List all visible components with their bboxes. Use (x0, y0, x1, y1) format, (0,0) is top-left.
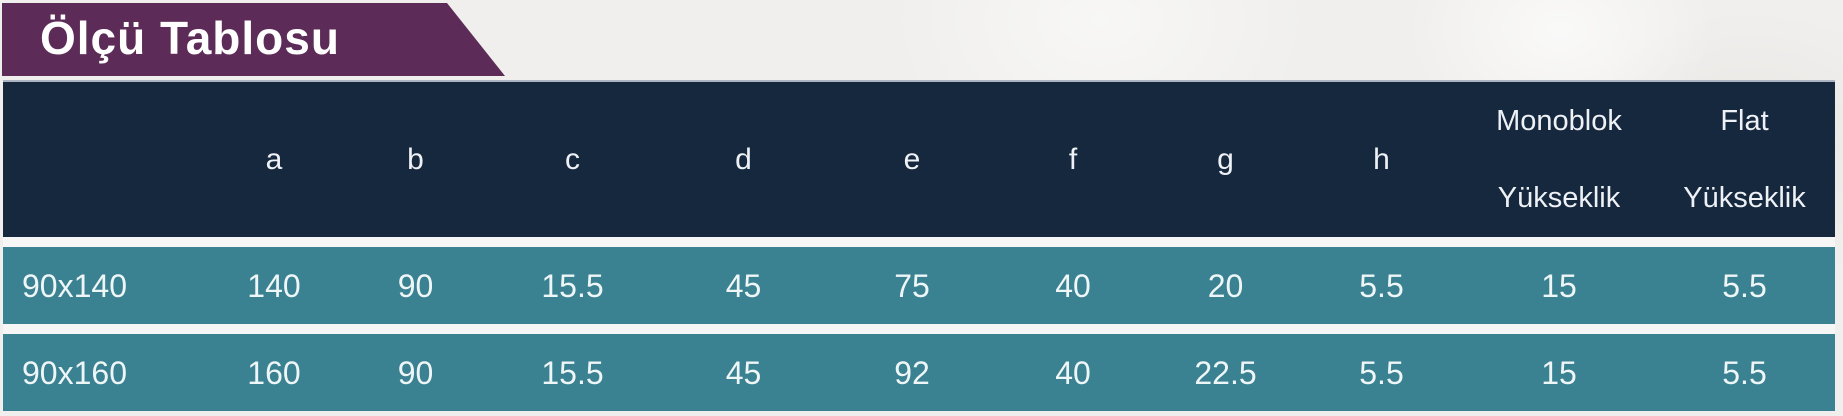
data-cell-monoblok: 15 (1541, 354, 1577, 391)
monoblok-label-bottom: Yükseklik (1497, 181, 1621, 214)
data-cell-monoblok: 15 (1541, 267, 1577, 304)
table-header-row: a b c d e f g h Monoblok Yükseklik Flat … (3, 80, 1835, 237)
data-cell-b: 90 (397, 267, 434, 304)
table-row-90x160: 90x160 160 90 15.5 45 92 40 22.5 5.5 15 … (3, 334, 1835, 411)
header-cell-g: g (1217, 142, 1234, 176)
data-cell-c: 15.5 (541, 354, 604, 391)
data-cell-flat: 5.5 (1722, 354, 1767, 391)
header-cell-e: e (903, 142, 921, 176)
data-cell-a: 140 (247, 267, 301, 304)
data-cell-a: 160 (247, 354, 301, 391)
header-cell-a: a (265, 142, 283, 176)
data-cell-e: 75 (894, 267, 930, 304)
data-cell-d: 45 (725, 267, 762, 304)
data-cell-c: 15.5 (541, 267, 604, 304)
data-cell-h: 5.5 (1359, 267, 1404, 304)
header-cell-monoblok-yukseklik: Monoblok Yükseklik (1464, 104, 1654, 214)
data-cell-h: 5.5 (1359, 354, 1404, 391)
page-title: Ölçü Tablosu (40, 11, 340, 64)
title-banner: Ölçü Tablosu (2, 3, 505, 76)
row-label: 90x140 (22, 267, 127, 304)
data-cell-e: 92 (894, 354, 930, 391)
flat-label-top: Flat (1720, 104, 1769, 137)
size-table: a b c d e f g h Monoblok Yükseklik Flat … (3, 80, 1835, 411)
data-cell-f: 40 (1055, 267, 1091, 304)
header-cell-b: b (407, 142, 424, 176)
data-cell-g: 20 (1207, 267, 1244, 304)
header-cell-flat-yukseklik: Flat Yükseklik (1654, 104, 1835, 214)
header-cell-f: f (1068, 142, 1078, 176)
flat-label-bottom: Yükseklik (1683, 181, 1806, 214)
data-cell-b: 90 (397, 354, 434, 391)
table-row-90x140: 90x140 140 90 15.5 45 75 40 20 5.5 15 5.… (3, 247, 1835, 324)
header-cell-c: c (565, 142, 580, 176)
row-label: 90x160 (22, 354, 127, 391)
header-cell-d: d (735, 142, 752, 176)
data-cell-d: 45 (725, 354, 762, 391)
monoblok-label-top: Monoblok (1496, 104, 1622, 137)
data-cell-flat: 5.5 (1722, 267, 1767, 304)
header-cell-h: h (1373, 142, 1390, 176)
data-cell-g: 22.5 (1194, 354, 1257, 391)
data-cell-f: 40 (1055, 354, 1091, 391)
